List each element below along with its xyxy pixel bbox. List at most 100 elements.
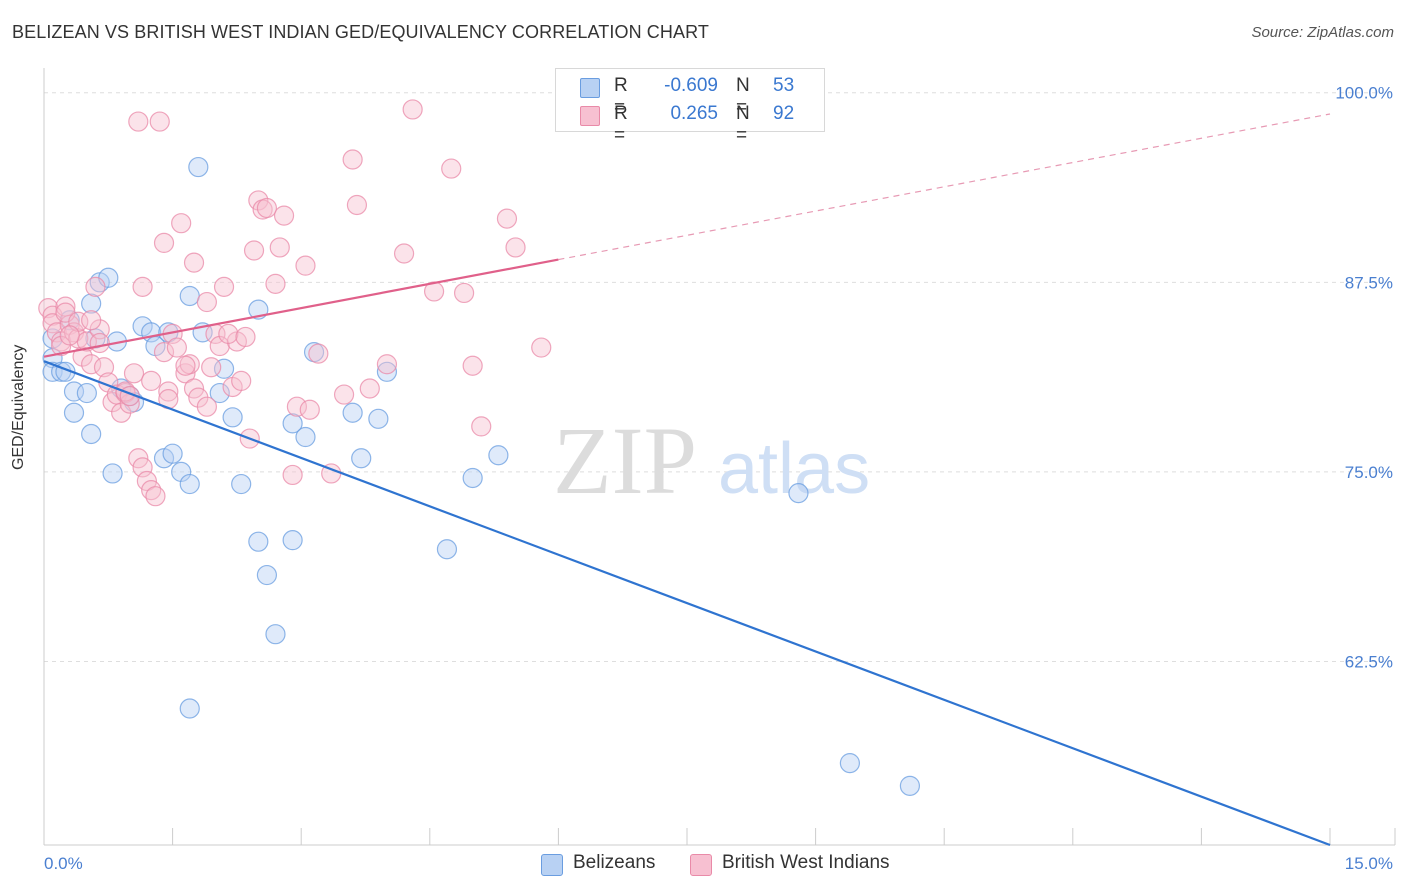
british-west-indian-point bbox=[201, 357, 222, 378]
british-west-indian-point bbox=[196, 291, 217, 313]
legend-label-british-west-indians: British West Indians bbox=[722, 852, 890, 873]
british-west-indian-point bbox=[265, 273, 286, 294]
british-west-indian-point bbox=[153, 341, 175, 363]
british-west-indian-point bbox=[89, 332, 110, 354]
belizean-point bbox=[209, 382, 230, 404]
british-west-indian-point bbox=[213, 276, 235, 297]
british-west-indian-point bbox=[51, 335, 72, 357]
belizean-point bbox=[102, 463, 123, 484]
british-west-indian-point bbox=[453, 282, 475, 304]
british-west-indian-point bbox=[171, 213, 192, 234]
legend-n-label: N = bbox=[736, 75, 750, 118]
belizean-point bbox=[63, 381, 85, 402]
belizean-point bbox=[351, 448, 372, 469]
british-west-indian-point bbox=[235, 326, 256, 348]
legend-r-value: 0.265 bbox=[670, 103, 718, 124]
british-west-indian-point bbox=[295, 255, 316, 276]
trend-lines bbox=[43, 113, 1331, 847]
british-west-indian-point bbox=[333, 384, 355, 405]
legend-n-value: 53 bbox=[773, 75, 795, 96]
belizean-point bbox=[462, 467, 483, 489]
belizean-point bbox=[81, 293, 102, 314]
belizean-point bbox=[265, 624, 286, 645]
belizean-point bbox=[839, 753, 860, 774]
y-tick-labels: 62.5% 75.0% 87.5% 100.0% bbox=[1335, 84, 1393, 672]
belizean-point bbox=[81, 423, 102, 445]
belizean-point bbox=[222, 407, 243, 428]
british-west-indian-point bbox=[531, 337, 552, 358]
british-west-indian-point bbox=[72, 346, 93, 367]
legend-r-label: R = bbox=[614, 103, 628, 146]
british-west-indian-point bbox=[81, 354, 102, 375]
correlation-legend: R = -0.609 N = 53 R = 0.265 N = 92 bbox=[555, 68, 825, 146]
british-west-indian-point bbox=[218, 323, 239, 344]
british-west-indian-point bbox=[158, 381, 179, 402]
british-west-indian-point bbox=[376, 354, 398, 375]
british-west-indian-point bbox=[346, 194, 368, 216]
british-west-indian-point bbox=[256, 197, 278, 219]
y-tick-label: 75.0% bbox=[1345, 463, 1393, 482]
british-west-indian-point bbox=[273, 205, 295, 226]
y-tick-label: 87.5% bbox=[1345, 273, 1393, 292]
british-west-indian-point bbox=[308, 343, 329, 364]
belizean-point bbox=[436, 539, 458, 560]
watermark: ZIP atlas bbox=[553, 407, 870, 514]
british-west-indian-point bbox=[123, 363, 145, 384]
data-points bbox=[38, 99, 921, 796]
belizean-point bbox=[231, 473, 252, 495]
belizean-point bbox=[899, 775, 921, 796]
watermark-atlas: atlas bbox=[718, 429, 870, 509]
british-west-indian-point bbox=[175, 355, 196, 376]
british-west-indian-trend-line bbox=[43, 258, 559, 358]
axes bbox=[43, 68, 1396, 846]
belizean-point bbox=[179, 473, 200, 495]
belizean-point bbox=[295, 426, 316, 448]
british-west-indian-point bbox=[286, 396, 308, 417]
british-west-indian-point bbox=[132, 276, 153, 297]
british-west-indian-point bbox=[166, 337, 187, 358]
british-west-indian-point bbox=[299, 399, 320, 420]
british-west-indian-point bbox=[505, 237, 526, 258]
x-tick-label: 0.0% bbox=[44, 854, 83, 873]
british-west-indian-point bbox=[471, 416, 492, 437]
x-tick-label: 15.0% bbox=[1345, 854, 1393, 873]
british-west-indian-point bbox=[359, 378, 380, 399]
legend-n-value: 92 bbox=[773, 103, 795, 124]
chart-title: BELIZEAN VS BRITISH WEST INDIAN GED/EQUI… bbox=[12, 22, 709, 42]
british-west-indian-point bbox=[441, 158, 462, 179]
belizean-point bbox=[788, 483, 809, 504]
british-west-indian-point bbox=[196, 396, 217, 417]
belizean-point bbox=[488, 445, 509, 466]
belizean-point bbox=[342, 402, 363, 423]
british-west-indian-point bbox=[496, 208, 518, 229]
belizean-point bbox=[282, 413, 303, 434]
british-west-indian-point bbox=[231, 370, 252, 392]
british-west-indian-trend-extension bbox=[558, 113, 1331, 261]
british-west-indian-point bbox=[81, 310, 102, 331]
belizean-point bbox=[188, 156, 209, 178]
british-west-indian-point bbox=[141, 370, 162, 392]
belizean-point bbox=[368, 408, 389, 429]
belizean-point bbox=[376, 361, 398, 382]
legend-swatch-british-west-indians bbox=[690, 854, 712, 876]
british-west-indian-point bbox=[282, 464, 303, 486]
belizean-point bbox=[282, 530, 303, 551]
british-west-indian-point bbox=[93, 357, 115, 378]
british-west-indian-point bbox=[145, 486, 166, 507]
legend-swatch-british-west-indians bbox=[580, 106, 600, 126]
british-west-indian-point bbox=[153, 232, 175, 253]
british-west-indian-point bbox=[85, 276, 106, 297]
british-west-indian-point bbox=[269, 237, 290, 258]
y-tick-label: 62.5% bbox=[1345, 652, 1393, 671]
belizean-point bbox=[179, 285, 200, 307]
british-west-indian-point bbox=[243, 240, 265, 261]
british-west-indian-point bbox=[59, 325, 80, 346]
british-west-indian-point bbox=[128, 111, 149, 132]
source-label[interactable]: Source: ZipAtlas.com bbox=[1251, 24, 1394, 41]
british-west-indian-point bbox=[149, 111, 170, 132]
belizean-point bbox=[256, 564, 278, 586]
x-tick-labels: 0.0% 15.0% bbox=[44, 854, 1393, 873]
legend-swatch-belizeans bbox=[580, 78, 600, 98]
belizean-point bbox=[179, 698, 200, 719]
